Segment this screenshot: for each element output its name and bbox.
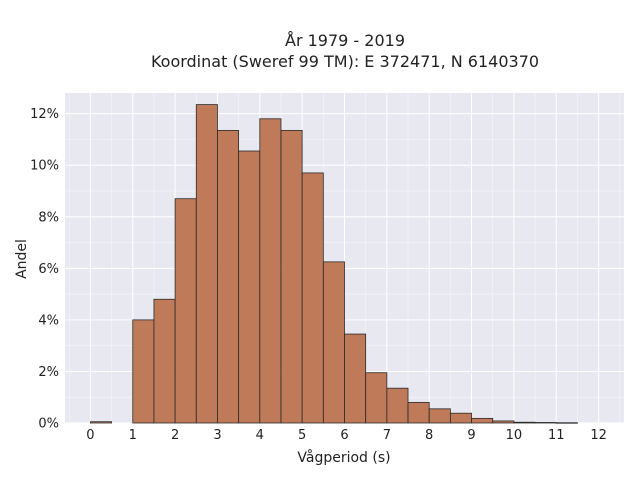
histogram-bar bbox=[217, 129, 240, 424]
histogram-bar bbox=[492, 420, 515, 424]
histogram-bar bbox=[555, 422, 578, 424]
x-tick-label: 3 bbox=[213, 428, 221, 443]
x-tick-label: 8 bbox=[425, 428, 433, 443]
histogram-bar bbox=[90, 421, 112, 424]
x-tick-label: 7 bbox=[383, 428, 391, 443]
x-tick-label: 11 bbox=[548, 428, 565, 443]
y-tick-label: 10% bbox=[30, 159, 59, 174]
x-tick-label: 6 bbox=[340, 428, 348, 443]
x-tick-label: 10 bbox=[506, 428, 523, 443]
grid-lines bbox=[65, 93, 624, 424]
y-tick-labels: 0% 2% 4% 6% 8% 10% 12% bbox=[30, 107, 59, 431]
y-tick-label: 2% bbox=[38, 365, 59, 380]
histogram-bar bbox=[534, 422, 557, 424]
histogram-bar bbox=[513, 421, 536, 424]
histogram-bar bbox=[153, 298, 176, 424]
y-tick-label: 8% bbox=[38, 210, 59, 225]
x-tick-label: 5 bbox=[298, 428, 306, 443]
histogram-bar bbox=[407, 401, 430, 424]
y-tick-label: 4% bbox=[38, 313, 59, 328]
y-tick-label: 12% bbox=[30, 107, 59, 122]
x-tick-label: 0 bbox=[86, 428, 94, 443]
x-tick-label: 2 bbox=[171, 428, 179, 443]
x-axis-label: Vågperiod (s) bbox=[297, 449, 390, 466]
histogram-bar bbox=[322, 261, 345, 424]
x-tick-label: 4 bbox=[256, 428, 264, 443]
histogram-bar bbox=[301, 172, 324, 424]
histogram-bar bbox=[174, 198, 197, 424]
x-tick-label: 12 bbox=[590, 428, 607, 443]
histogram-bar bbox=[280, 129, 303, 424]
histogram-bar bbox=[344, 333, 367, 424]
histogram-bar bbox=[386, 387, 409, 424]
y-axis-label: Andel bbox=[14, 239, 30, 279]
histogram-bar bbox=[259, 118, 282, 424]
x-tick-label: 1 bbox=[129, 428, 137, 443]
histogram-bar bbox=[428, 408, 451, 424]
histogram-bars bbox=[90, 104, 578, 424]
histogram-bar bbox=[238, 150, 261, 424]
x-tick-labels: 0 1 2 3 4 5 6 7 8 9 10 11 12 bbox=[86, 428, 607, 443]
chart-title-line-2: Koordinat (Sweref 99 TM): E 372471, N 61… bbox=[151, 52, 539, 71]
y-tick-label: 0% bbox=[38, 417, 59, 432]
x-tick-label: 9 bbox=[467, 428, 475, 443]
chart-title-line-1: År 1979 - 2019 bbox=[285, 31, 405, 50]
histogram-bar bbox=[471, 417, 494, 424]
histogram-bar bbox=[132, 319, 155, 424]
histogram-bar bbox=[449, 412, 472, 424]
y-tick-label: 6% bbox=[38, 262, 59, 277]
histogram-bar bbox=[365, 372, 388, 424]
histogram-bar bbox=[195, 104, 218, 424]
